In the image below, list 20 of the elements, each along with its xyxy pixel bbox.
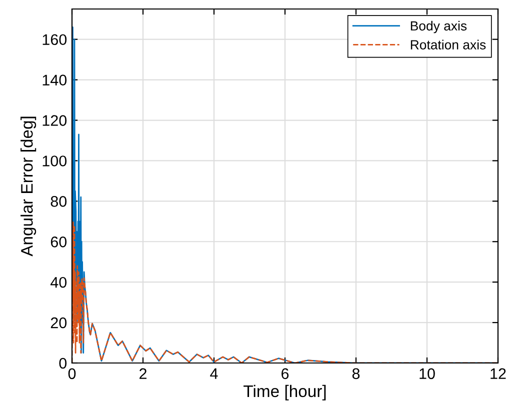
y-tick-label: 140 [42, 74, 67, 86]
x-tick-label: 8 [352, 368, 360, 380]
y-tick-label: 0 [59, 358, 67, 369]
legend-label: Rotation axis [410, 40, 486, 50]
y-tick-label: 100 [42, 156, 67, 166]
x-axis-title: Time [hour] [244, 384, 326, 400]
x-tick-label: 10 [420, 368, 435, 380]
y-axis-title: Angular Error [deg] [20, 116, 36, 256]
x-tick-label: 12 [490, 368, 506, 379]
x-tick-label: 2 [140, 368, 146, 379]
y-tick-label: 120 [42, 115, 67, 126]
y-tick-label: 60 [50, 236, 67, 248]
y-tick-label: 160 [42, 34, 67, 46]
y-tick-label: 20 [50, 317, 67, 328]
y-tick-label: 40 [50, 276, 67, 288]
x-tick-label: 0 [68, 368, 76, 380]
x-tick-label: 4 [210, 368, 218, 379]
y-tick-label: 80 [50, 196, 67, 207]
x-tick-label: 6 [282, 368, 289, 380]
legend-label: Body axis [410, 20, 467, 34]
